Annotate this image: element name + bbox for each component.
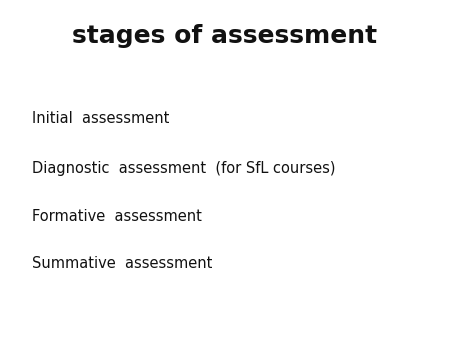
Text: Formative  assessment: Formative assessment xyxy=(32,209,202,224)
Text: Initial  assessment: Initial assessment xyxy=(32,111,169,126)
Text: Diagnostic  assessment  (for SfL courses): Diagnostic assessment (for SfL courses) xyxy=(32,162,335,176)
Text: Summative  assessment: Summative assessment xyxy=(32,256,212,271)
Text: stages of assessment: stages of assessment xyxy=(72,24,378,48)
